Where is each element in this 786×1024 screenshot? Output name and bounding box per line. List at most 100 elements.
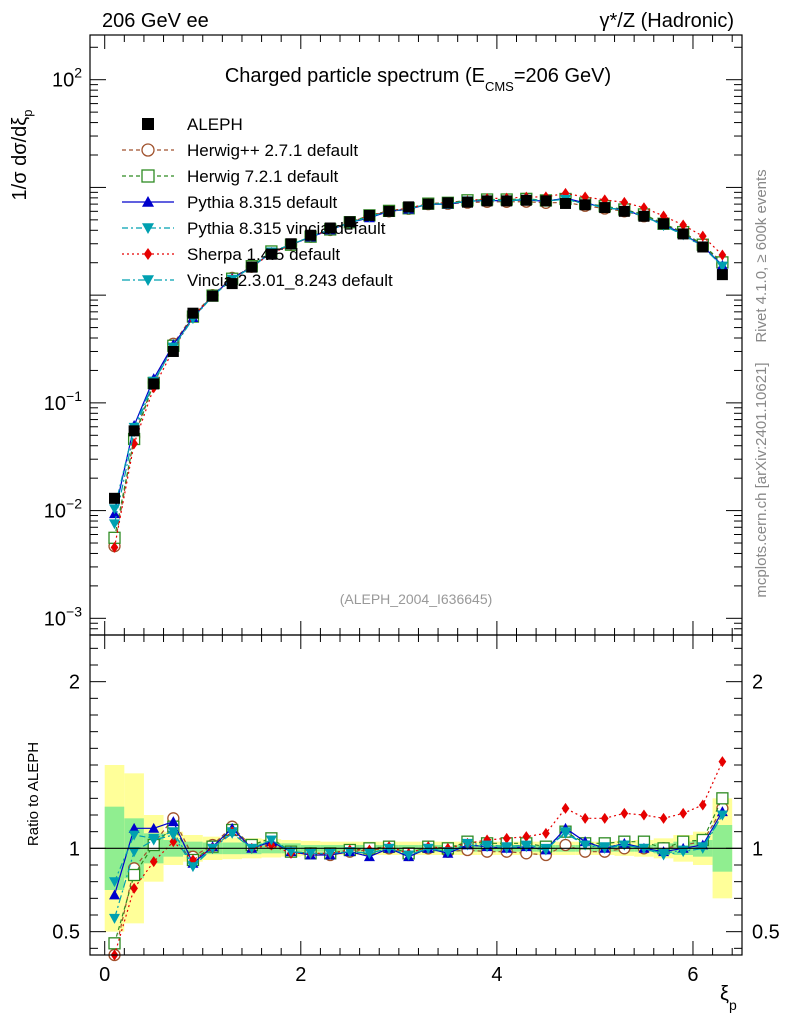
legend-entry: Sherpa 1.4.5 default bbox=[187, 245, 340, 264]
series-5-main-point bbox=[109, 519, 121, 530]
series-5-ratio-point bbox=[461, 838, 473, 849]
series-1-ratio-line bbox=[113, 798, 723, 944]
series-5-ratio-point bbox=[403, 850, 415, 861]
series-5-ratio-point bbox=[167, 830, 179, 841]
series-4-ratio-point bbox=[679, 807, 688, 819]
main-axes: 10−310−210−110NaN10NaN102 bbox=[32, 0, 742, 636]
ratio-y-tick-label: 2 bbox=[69, 672, 80, 694]
chart-title: Charged particle spectrum (ECMS=206 GeV) bbox=[225, 65, 611, 94]
mcplots-label: mcplots.cern.ch [arXiv:2401.10621] bbox=[753, 362, 770, 597]
series-5-ratio-point bbox=[128, 847, 140, 858]
legend-marker bbox=[142, 275, 154, 286]
ratio-y-tick-label: 2 bbox=[752, 672, 763, 694]
data-point bbox=[501, 195, 513, 207]
plot-frames bbox=[89, 34, 743, 956]
series-4-main-point bbox=[640, 202, 648, 214]
series-5-ratio-point bbox=[305, 848, 317, 859]
series-4-main-point bbox=[718, 249, 727, 261]
data-point bbox=[285, 238, 297, 250]
data-point bbox=[540, 195, 552, 207]
series-1-ratio-point bbox=[127, 868, 141, 882]
series-0-ratio-line bbox=[113, 808, 723, 956]
chart-title-rest: =206 GeV) bbox=[514, 65, 611, 87]
ratio-frame bbox=[89, 634, 743, 956]
legend-entry: Pythia 8.315 default bbox=[187, 193, 338, 212]
data-point bbox=[403, 201, 415, 213]
x-tick-label: 4 bbox=[491, 964, 502, 986]
series-4-ratio-point bbox=[659, 812, 668, 824]
data-point bbox=[461, 196, 473, 208]
rivet-label: Rivet 4.1.0, ≥ 600k events bbox=[753, 169, 770, 342]
legend-marker bbox=[142, 223, 154, 234]
header-left: 206 GeV ee bbox=[102, 10, 209, 32]
data-point bbox=[422, 198, 434, 210]
series-5-main-point bbox=[716, 261, 728, 272]
data-point bbox=[246, 261, 258, 273]
data-point bbox=[599, 202, 611, 214]
y-tick-label: 102 bbox=[52, 65, 82, 92]
x-tick-label: 6 bbox=[687, 964, 698, 986]
series-5-ratio-point bbox=[148, 835, 160, 846]
y-axis-label-sub: p bbox=[20, 110, 35, 117]
legend: ALEPH Herwig++ 2.7.1 default Herwig 7.2.1 … bbox=[122, 115, 393, 290]
series-5-ratio-point bbox=[109, 913, 121, 924]
x-tick-label: 2 bbox=[295, 964, 306, 986]
series-5-ratio-point bbox=[442, 847, 454, 858]
y-tick-label: 10−2 bbox=[44, 496, 82, 523]
data-point bbox=[187, 307, 199, 319]
ratio-y-tick-label: 0.5 bbox=[752, 922, 780, 944]
series-5-ratio-point bbox=[187, 862, 199, 873]
x-axis-label: ξp bbox=[720, 983, 737, 1013]
data-point bbox=[638, 210, 650, 222]
series-4-main-point bbox=[679, 219, 688, 231]
legend-entry: Herwig++ 2.7.1 default bbox=[187, 141, 358, 160]
x-axis-label-main: ξ bbox=[720, 983, 729, 1005]
series-2-ratio-point bbox=[167, 816, 179, 827]
data-point bbox=[363, 209, 375, 221]
series-3-ratio-point bbox=[109, 877, 121, 888]
series-4-ratio-point bbox=[502, 832, 511, 844]
data-point bbox=[128, 425, 140, 437]
series-5-ratio-point bbox=[501, 842, 513, 853]
series-4-ratio-point bbox=[620, 807, 629, 819]
series-5-ratio-point bbox=[677, 847, 689, 858]
data-point bbox=[148, 378, 160, 390]
series-5-ratio-point bbox=[285, 847, 297, 858]
series-4-ratio-point bbox=[542, 827, 550, 839]
series-4-ratio-point bbox=[640, 809, 648, 821]
data-point bbox=[226, 278, 238, 290]
series-4-main-point bbox=[620, 196, 629, 208]
series-1-ratio-point bbox=[108, 937, 121, 950]
header-right: γ*/Z (Hadronic) bbox=[600, 10, 734, 32]
ratio-y-tick-label: 1 bbox=[752, 838, 763, 860]
legend-entry: Herwig 7.2.1 default bbox=[187, 167, 338, 186]
series-3-ratio-point bbox=[128, 830, 140, 841]
series-2-ratio-point bbox=[148, 822, 160, 833]
data-point bbox=[520, 194, 532, 206]
legend-marker bbox=[143, 248, 153, 260]
data-point bbox=[560, 197, 572, 209]
series-5-ratio-point bbox=[265, 835, 277, 846]
data-point bbox=[442, 197, 454, 209]
y-tick-label: 10−1 bbox=[44, 388, 82, 415]
legend-entry: ALEPH bbox=[187, 115, 243, 134]
data-point bbox=[579, 199, 591, 211]
series-3-main-point bbox=[109, 504, 121, 515]
series-5-ratio-point bbox=[520, 840, 532, 851]
main-series bbox=[108, 187, 729, 553]
series-4-ratio-point bbox=[581, 812, 589, 824]
x-axis-label-sub: p bbox=[729, 997, 737, 1013]
y-axis-label: 1/σ dσ/dξp bbox=[9, 110, 35, 201]
y-axis-label-main: 1/σ dσ/dξ bbox=[9, 117, 31, 201]
ratio-axes: 0 2 4 6 0.5 0.5 1 1 2 2 bbox=[52, 635, 780, 986]
data-point bbox=[265, 248, 277, 260]
series-4-ratio-point bbox=[698, 799, 707, 811]
data-point bbox=[109, 492, 121, 504]
series-5-ratio-point bbox=[344, 847, 356, 858]
series-4-ratio-point bbox=[600, 812, 609, 824]
series-4-ratio-point bbox=[522, 831, 531, 843]
series-2-ratio-point bbox=[109, 889, 121, 900]
chart-title-sub: CMS bbox=[485, 79, 514, 94]
legend-marker bbox=[141, 169, 155, 183]
